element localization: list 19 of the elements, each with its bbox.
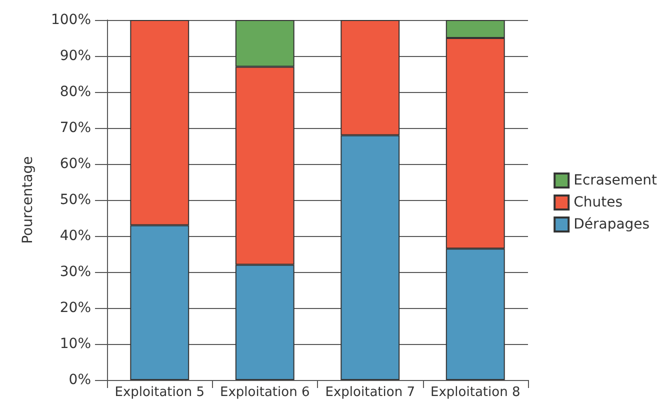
legend-label: Chutes [574,194,623,210]
y-tick-label: 90% [60,48,91,64]
x-tick-label: Exploitation 5 [114,385,204,400]
y-tick-label: 80% [60,84,91,100]
y-tick-label: 40% [60,228,91,244]
y-tick-label: 30% [60,264,91,280]
y-axis-title: Pourcentage [20,156,36,244]
x-tick-label: Exploitation 8 [430,385,520,400]
x-tick-label: Exploitation 7 [325,385,415,400]
y-tick-label: 0% [68,372,91,388]
y-tick-label: 50% [60,192,91,208]
y-tick-label: 100% [50,12,91,28]
legend-label: Ecrasement [574,172,658,188]
y-tick-label: 20% [60,300,91,316]
x-tick-label: Exploitation 6 [220,385,310,400]
y-tick-label: 70% [60,120,91,136]
y-tick-label: 10% [60,336,91,352]
legend-label: Dérapages [574,216,650,232]
y-tick-label: 60% [60,156,91,172]
